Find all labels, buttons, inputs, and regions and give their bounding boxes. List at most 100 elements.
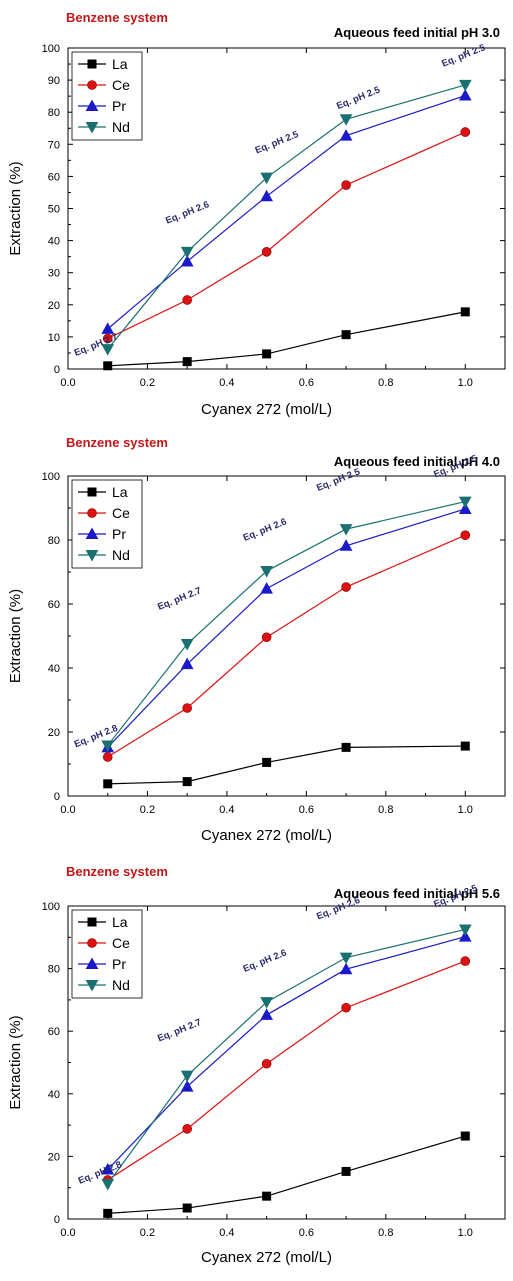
chart-panel-3: Benzene system Aqueous feed initial pH 5.… — [7, 864, 506, 1266]
data-point-ce — [261, 632, 272, 643]
chart-panel-1: Benzene system Aqueous feed initial pH 3.… — [7, 10, 506, 418]
x-tick-label: 0.2 — [140, 1227, 155, 1239]
annotation-eq-ph: Eq. pH 2.6 — [242, 516, 289, 543]
x-tick-label: 0.6 — [299, 1227, 314, 1239]
legend: La Ce Pr Nd — [71, 51, 143, 141]
data-point-nd — [180, 639, 194, 651]
system-label: Benzene system — [66, 864, 168, 879]
annotation-eq-ph: Eq. pH 2.5 — [315, 466, 362, 494]
x-tick-label: 0.2 — [140, 377, 155, 389]
y-tick-label: 60 — [48, 1026, 60, 1038]
series-nd — [101, 79, 472, 356]
x-tick-label: 0.8 — [378, 804, 393, 816]
y-tick-label: 60 — [48, 599, 60, 611]
y-tick-label: 100 — [42, 471, 60, 483]
series-pr — [101, 502, 472, 753]
series-line-la — [107, 745, 466, 785]
data-point-pr — [260, 582, 273, 594]
series-nd — [101, 924, 472, 1191]
y-tick-label: 40 — [48, 663, 60, 675]
legend-label-la: La — [112, 56, 128, 72]
series-la — [103, 741, 470, 789]
data-point-la — [262, 1191, 272, 1201]
data-point-nd — [260, 997, 273, 1009]
y-tick-label: 20 — [48, 300, 60, 312]
annotation-eq-ph: Eq. pH 2.8 — [73, 723, 120, 750]
data-point-la — [103, 1208, 113, 1218]
annotation-eq-ph: Eq. pH 2.5 — [254, 129, 301, 157]
legend-marker-pr — [85, 527, 99, 539]
series-pr — [101, 88, 472, 334]
data-point-ce — [341, 582, 351, 592]
x-tick-label: 0.2 — [140, 804, 155, 816]
series-line-ce — [107, 960, 466, 1181]
annotation-eq-ph: Eq. pH 2.6 — [164, 199, 211, 226]
data-point-la — [341, 330, 351, 340]
data-point-nd — [260, 566, 273, 578]
data-point-ce — [261, 1058, 272, 1069]
chart-panel-2: Benzene system Aqueous feed initial pH 4.… — [7, 435, 506, 844]
data-point-nd — [260, 172, 273, 185]
system-label: Benzene system — [66, 10, 168, 25]
data-point-la — [182, 1203, 192, 1213]
legend-label-nd: Nd — [112, 547, 130, 563]
y-tick-label: 40 — [48, 1089, 60, 1101]
legend-marker-ce — [87, 80, 97, 90]
data-point-ce — [460, 127, 471, 137]
y-tick-label: 20 — [48, 727, 60, 739]
data-point-pr — [458, 502, 472, 514]
series-line-ce — [107, 534, 466, 758]
legend: La Ce Pr Nd — [71, 479, 143, 569]
x-tick-label: 0.0 — [60, 804, 75, 816]
y-tick-label: 70 — [48, 139, 60, 151]
series-line-nd — [107, 84, 466, 350]
data-point-pr — [180, 254, 194, 267]
legend-marker-ce — [87, 508, 97, 518]
data-point-nd — [339, 114, 353, 126]
series-la — [103, 307, 470, 371]
x-tick-label: 1.0 — [458, 1227, 473, 1239]
data-point-ce — [182, 295, 192, 305]
data-point-pr — [260, 1008, 273, 1020]
legend-marker-nd — [85, 122, 99, 134]
data-point-ce — [102, 752, 113, 762]
data-point-la — [103, 779, 113, 789]
data-point-pr — [339, 539, 353, 551]
data-point-nd — [339, 952, 353, 965]
y-tick-label: 0 — [54, 1214, 60, 1226]
data-point-la — [460, 307, 470, 317]
data-point-nd — [339, 524, 353, 536]
data-point-la — [262, 757, 272, 767]
data-point-la — [182, 777, 192, 787]
data-point-la — [341, 1166, 351, 1176]
legend: La Ce Pr Nd — [71, 909, 143, 999]
series-line-pr — [107, 94, 466, 330]
data-point-pr — [339, 962, 353, 975]
legend-label-pr: Pr — [112, 956, 126, 972]
data-point-pr — [339, 129, 353, 141]
x-tick-label: 0.4 — [219, 377, 234, 389]
y-tick-label: 90 — [48, 75, 60, 87]
annotation-eq-ph: Eq. pH 2.5 — [335, 84, 382, 112]
chart-title: Aqueous feed initial pH 3.0 — [334, 25, 500, 40]
series-line-pr — [107, 936, 466, 1170]
data-point-la — [182, 357, 192, 367]
annotation-eq-ph: Eq. pH 2.7 — [156, 585, 203, 612]
data-point-la — [103, 361, 113, 371]
legend-marker-pr — [85, 957, 99, 969]
data-point-ce — [261, 247, 272, 257]
y-tick-label: 80 — [48, 964, 60, 976]
data-point-ce — [341, 180, 351, 190]
x-tick-label: 0.8 — [378, 1227, 393, 1239]
legend-label-nd: Nd — [112, 977, 130, 993]
series-ce — [102, 530, 471, 762]
y-axis-label: Extraction (%) — [7, 161, 24, 255]
series-nd — [101, 496, 472, 752]
x-tick-label: 0.4 — [219, 1227, 234, 1239]
y-tick-label: 100 — [42, 43, 60, 55]
data-point-nd — [180, 246, 194, 259]
data-point-ce — [460, 530, 471, 541]
series-line-la — [107, 1135, 466, 1214]
data-point-nd — [458, 79, 472, 92]
